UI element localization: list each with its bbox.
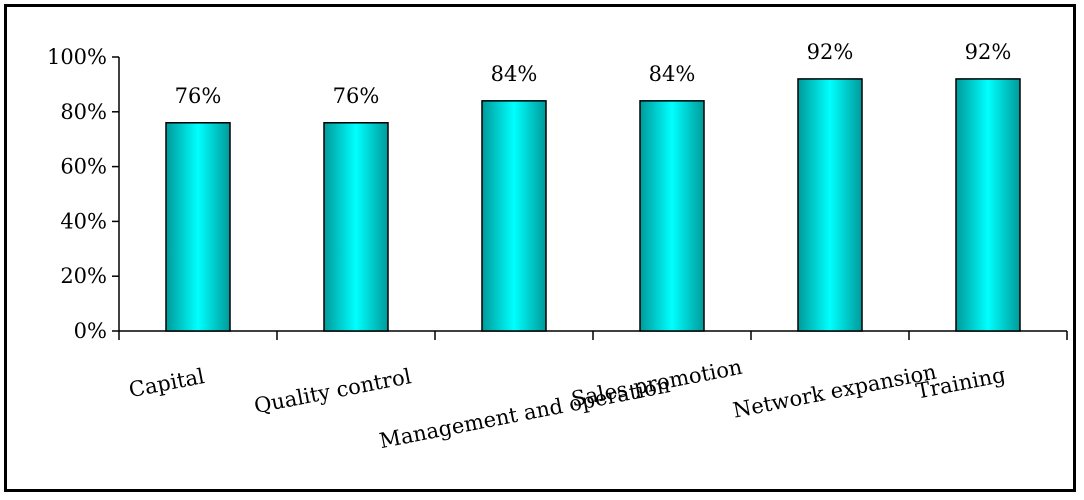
y-tick-label: 20% [60, 264, 107, 288]
category-label: Network expansion [731, 360, 939, 423]
bar [323, 122, 389, 332]
axes [112, 56, 1068, 340]
y-tick-label: 60% [60, 155, 107, 179]
data-label: 76% [175, 84, 222, 108]
category-label: Sales promotion [569, 355, 744, 412]
data-label: 92% [965, 40, 1012, 64]
bar [639, 100, 705, 332]
bars [165, 78, 1021, 332]
category-label: Capital [127, 364, 207, 402]
data-label: 84% [649, 62, 696, 86]
y-tick-label: 0% [74, 319, 107, 343]
y-tick-label: 80% [60, 100, 107, 124]
y-tick-label: 40% [60, 209, 107, 233]
bar [797, 78, 863, 332]
data-label: 84% [491, 62, 538, 86]
bar [165, 122, 231, 332]
data-label: 76% [333, 84, 380, 108]
data-label: 92% [807, 40, 854, 64]
bar [955, 78, 1021, 332]
category-label: Quality control [252, 364, 413, 418]
y-tick-label: 100% [47, 45, 107, 69]
bar [481, 100, 547, 332]
